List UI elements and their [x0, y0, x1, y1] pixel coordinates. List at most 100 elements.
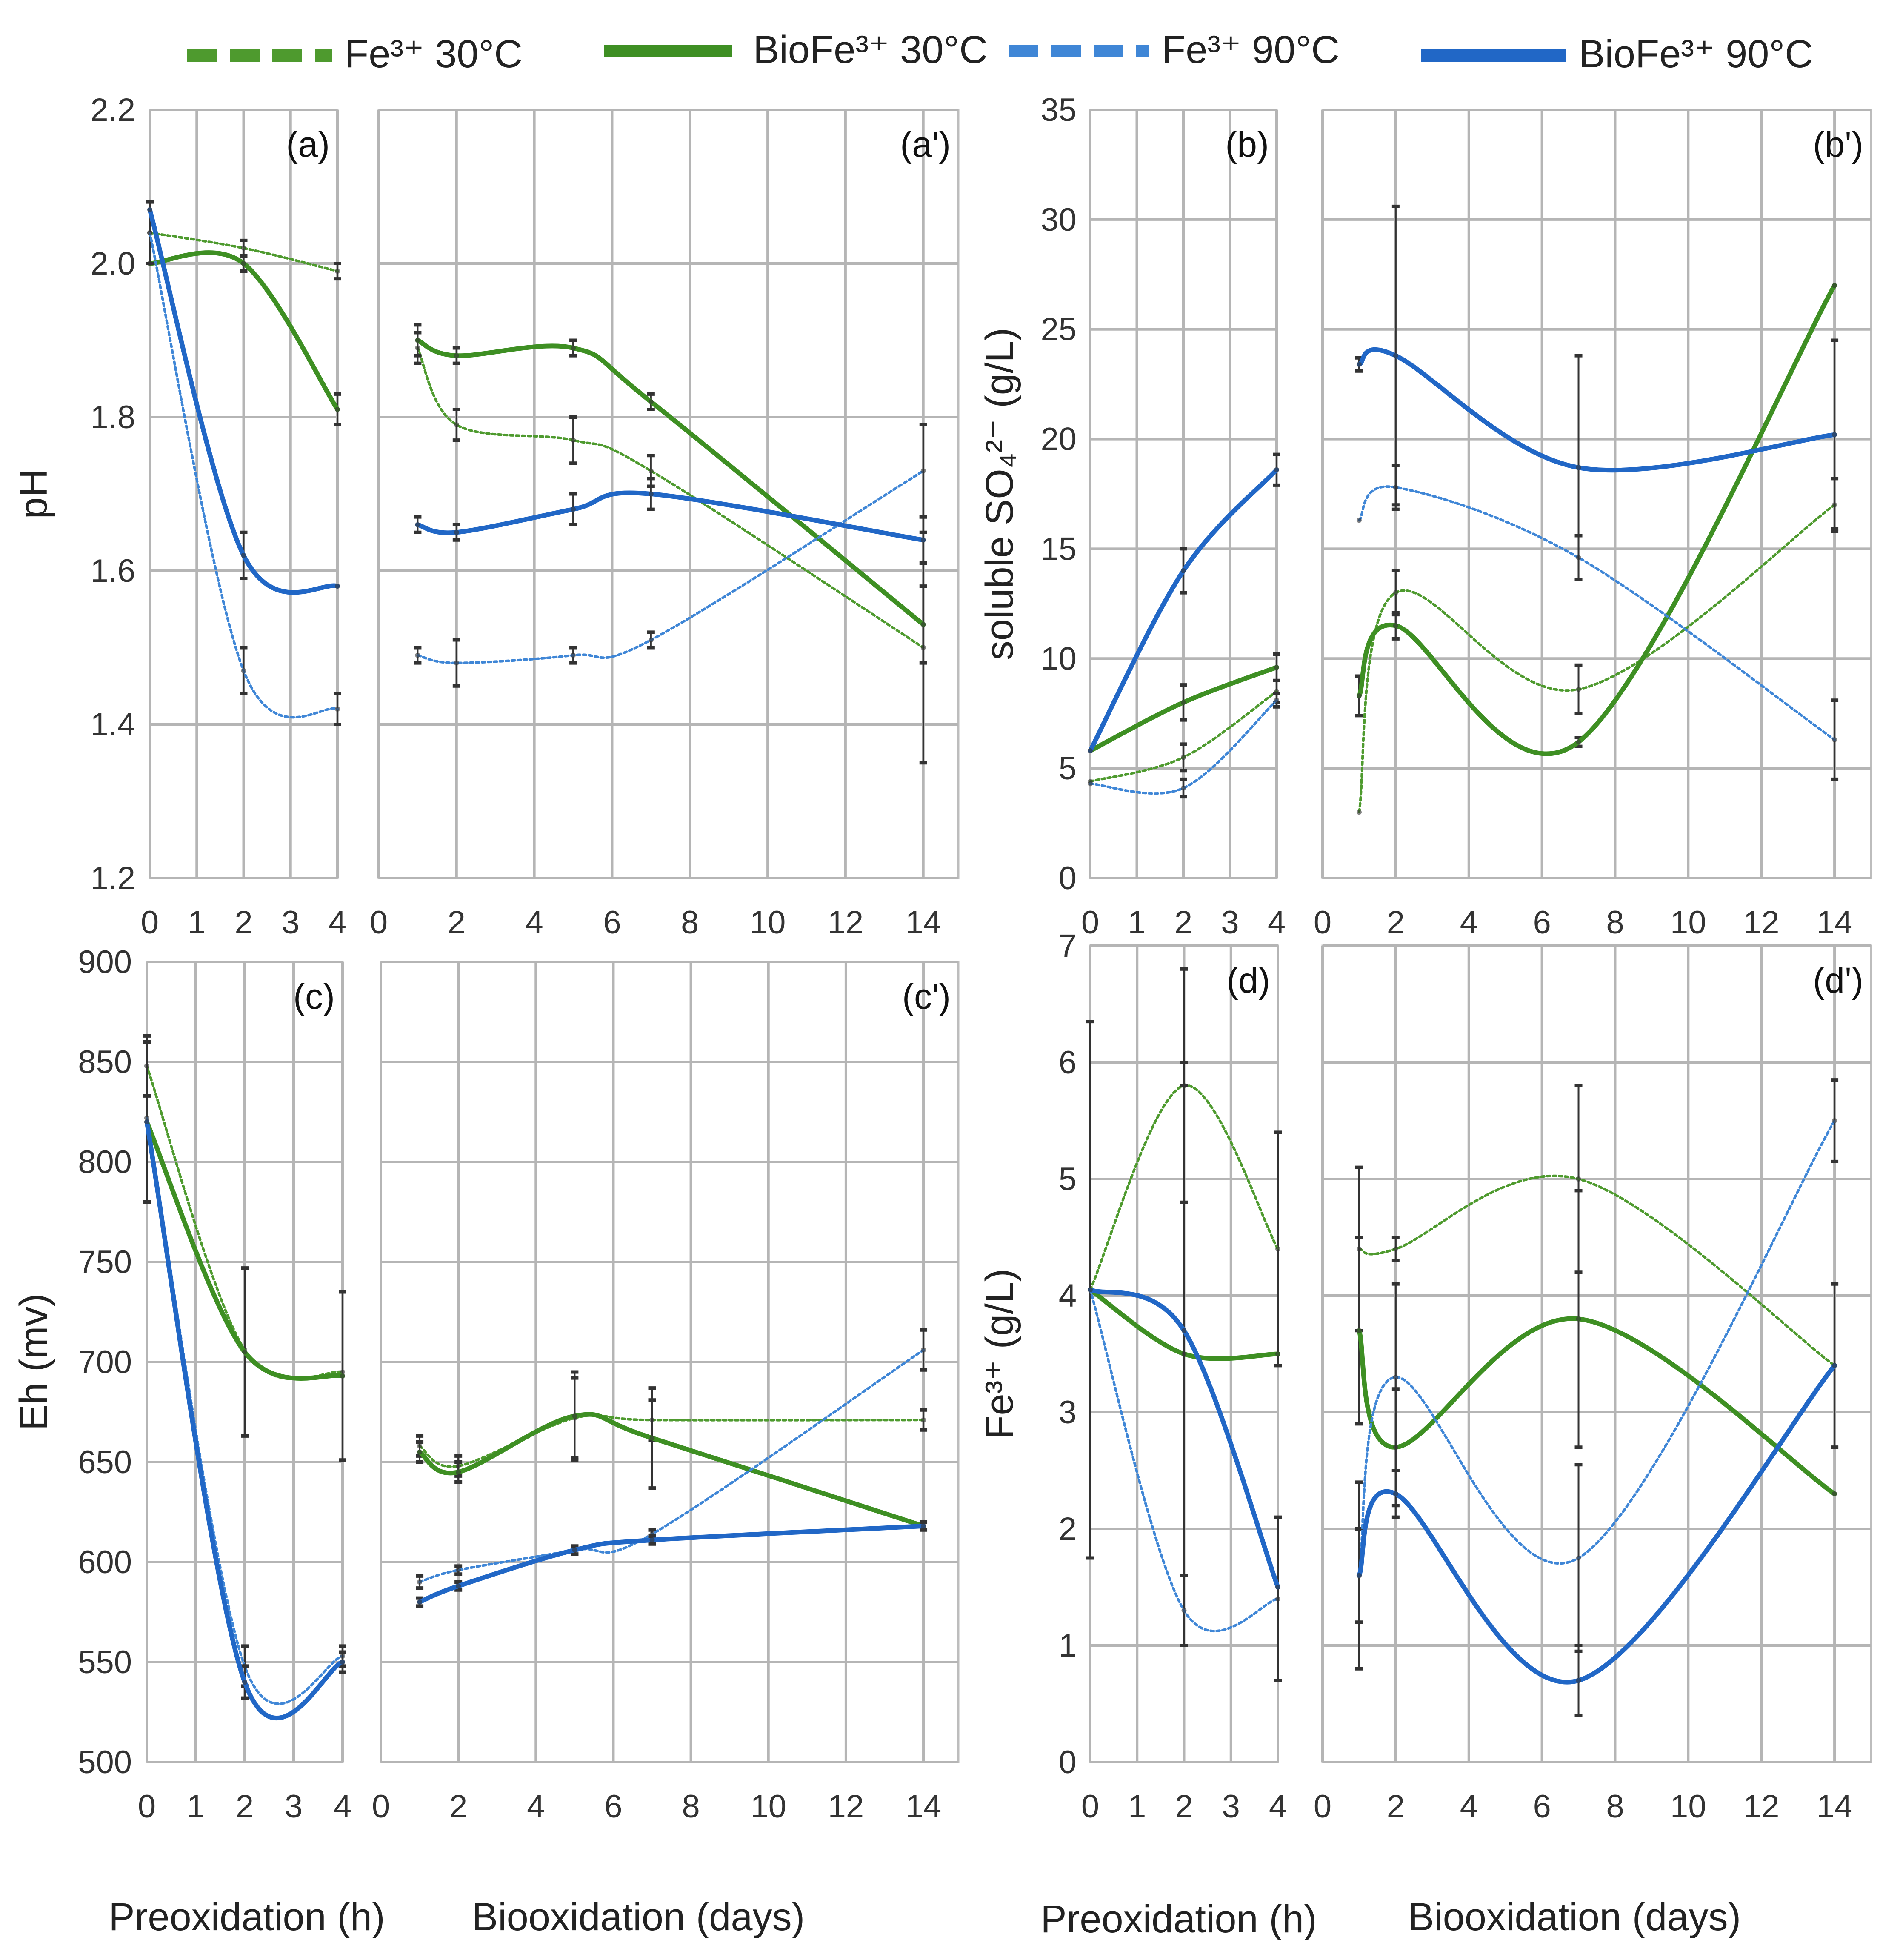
data-point-fe30	[241, 245, 246, 251]
data-point-bio30	[571, 345, 576, 351]
x-tick-label: 0	[1081, 1788, 1099, 1825]
y-tick-label: 5	[1059, 750, 1077, 787]
data-point-bio90	[417, 1599, 423, 1605]
data-point-fe90	[456, 1567, 461, 1573]
y-tick-label: 35	[1040, 92, 1077, 128]
data-point-fe30	[335, 269, 340, 274]
x-tick-label: 3	[282, 904, 300, 941]
data-point-bio30	[1275, 1351, 1280, 1356]
panel-label: (d)	[1226, 960, 1270, 1000]
data-point-bio90	[1832, 432, 1837, 438]
panel-label: (a')	[900, 124, 951, 164]
x-tick-label: 0	[1314, 1788, 1331, 1825]
x-tick-label: 0	[1081, 904, 1099, 941]
x-tick-label: 3	[1222, 1788, 1240, 1825]
data-point-fe90	[241, 668, 246, 673]
data-point-bio30	[1393, 623, 1398, 628]
data-point-bio30	[335, 406, 340, 412]
xlabel-biooxidation-right: Biooxidation (days)	[1408, 1895, 1741, 1939]
data-point-bio30	[1356, 1328, 1362, 1333]
series-line-fe90	[1357, 485, 1836, 741]
x-tick-label: 4	[525, 904, 543, 941]
data-point-bio90	[1181, 1328, 1187, 1333]
x-tick-label: 2	[234, 904, 252, 941]
panel-d2: 0 2 4 6 8 10 12 14 (d')	[1314, 944, 1872, 1825]
x-tick-label: 10	[750, 1788, 786, 1825]
x-tick-label: 10	[750, 904, 786, 941]
x-tick-label: 6	[1533, 1788, 1551, 1825]
data-point-bio30	[454, 353, 459, 358]
data-point-fe90	[1181, 785, 1186, 791]
x-tick-label: 4	[334, 1788, 351, 1825]
data-point-bio90	[1576, 1678, 1581, 1683]
y-tick-label: 25	[1040, 312, 1077, 348]
x-tick-label: 6	[1533, 904, 1551, 941]
x-tick-label: 14	[906, 1788, 942, 1825]
data-point-bio90	[1393, 353, 1398, 358]
series-line-bio90	[1357, 1363, 1837, 1685]
series-line-bio30	[147, 250, 340, 412]
data-point-fe30	[648, 468, 654, 474]
data-point-fe90	[1088, 781, 1093, 787]
data-point-fe30	[571, 438, 576, 443]
data-point-bio90	[1393, 1491, 1398, 1496]
y-tick-label: 1.6	[90, 553, 135, 589]
x-tick-label: 6	[603, 904, 621, 941]
data-point-bio90	[415, 522, 420, 527]
legend-label-fe30: Fe³⁺ 30°C	[345, 32, 523, 76]
data-point-bio30	[456, 1469, 461, 1475]
data-point-fe90	[335, 706, 340, 712]
y-tick-label: 700	[78, 1344, 132, 1380]
series-line-bio90	[1088, 1287, 1280, 1590]
x-tick-label: 14	[1817, 904, 1853, 941]
data-point-bio30	[241, 261, 246, 266]
data-point-bio30	[1274, 664, 1279, 670]
y-tick-label: 1.4	[90, 707, 135, 743]
data-point-bio90	[1088, 1287, 1093, 1293]
x-tick-label: 8	[681, 904, 699, 941]
x-tick-label: 8	[682, 1788, 700, 1825]
data-point-bio90	[1275, 1585, 1280, 1590]
data-point-bio90	[1181, 568, 1186, 573]
x-tick-label: 1	[1128, 1788, 1146, 1825]
data-point-fe30	[921, 1417, 926, 1423]
x-tick-label: 10	[1670, 1788, 1706, 1825]
series-line-fe90	[1357, 1119, 1836, 1577]
x-tick-label: 6	[604, 1788, 622, 1825]
x-tick-label: 1	[1128, 904, 1146, 941]
y-tick-label: 900	[78, 944, 132, 980]
xlabel-preoxidation-right: Preoxidation (h)	[1040, 1897, 1317, 1941]
x-tick-label: 2	[236, 1788, 254, 1825]
data-point-bio30	[1832, 283, 1837, 288]
data-point-bio90	[144, 1119, 149, 1124]
data-point-fe30	[454, 422, 459, 428]
xlabel-preoxidation-left: Preoxidation (h)	[109, 1895, 385, 1939]
y-tick-label: 30	[1040, 202, 1077, 238]
panel-label: (a)	[286, 124, 330, 164]
data-point-bio90	[1832, 1363, 1837, 1368]
x-tick-label: 2	[1175, 1788, 1193, 1825]
x-tick-label: 4	[527, 1788, 545, 1825]
series-line-fe90	[416, 469, 925, 664]
x-tick-label: 4	[329, 904, 346, 941]
series-line-bio30	[1357, 1316, 1837, 1496]
series-line-bio90	[1088, 467, 1279, 753]
series-line-fe90	[149, 231, 339, 719]
data-point-fe30	[1393, 1246, 1398, 1252]
data-point-bio90	[572, 1547, 577, 1553]
x-tick-label: 12	[828, 904, 864, 941]
x-tick-label: 2	[449, 1788, 467, 1825]
data-point-bio90	[1356, 362, 1362, 367]
panel-label: (b)	[1225, 124, 1269, 164]
data-point-bio90	[147, 207, 152, 212]
data-point-fe30	[1576, 1176, 1581, 1182]
x-tick-label: 4	[1460, 904, 1478, 941]
data-point-fe90	[1275, 1596, 1280, 1602]
data-point-fe90	[921, 1347, 926, 1353]
x-tick-label: 0	[370, 904, 388, 941]
data-point-bio90	[241, 552, 246, 558]
data-point-bio30	[648, 399, 654, 404]
legend: Fe³⁺ 30°C BioFe³⁺ 30°C Fe³⁺ 90°C BioFe³⁺…	[187, 28, 1813, 76]
panel-a: 1.2 1.4 1.6 1.8 2.0 2.2 0 1 2 3 4 (a) pH	[12, 92, 346, 941]
y-tick-label: 5	[1059, 1161, 1077, 1197]
